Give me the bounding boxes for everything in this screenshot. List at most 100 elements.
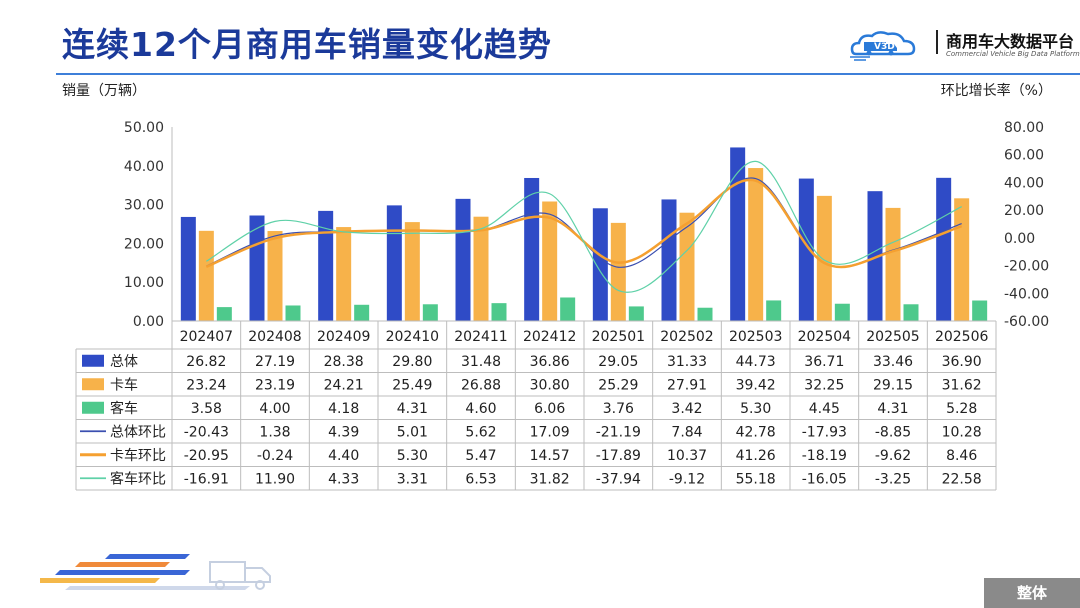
- left-axis-tick-label: 10.00: [124, 275, 164, 291]
- bar-客车-202408: [285, 305, 301, 321]
- table-cell-总体环比-202501: -21.19: [596, 424, 641, 440]
- bar-客车-202505: [903, 304, 919, 321]
- logo-mark-text: V3D: [874, 42, 895, 52]
- legend-label-总体环比: 总体环比: [110, 424, 166, 440]
- table-cell-总体-202506: 36.90: [942, 354, 982, 370]
- legend-label-客车: 客车: [110, 400, 138, 417]
- bar-总体-202410: [386, 205, 402, 321]
- table-cell-卡车环比-202506: 8.46: [946, 448, 977, 464]
- category-label-202504: 202504: [798, 329, 852, 345]
- table-cell-客车环比-202410: 3.31: [397, 471, 428, 487]
- bar-卡车-202408: [267, 231, 283, 321]
- bar-客车-202501: [628, 306, 644, 321]
- bar-卡车-202503: [748, 168, 764, 321]
- table-cell-总体-202412: 36.86: [530, 354, 570, 370]
- bar-卡车-202407: [198, 230, 214, 321]
- table-cell-总体-202503: 44.73: [736, 354, 776, 370]
- bar-客车-202506: [972, 300, 988, 321]
- table-cell-卡车环比-202503: 41.26: [736, 448, 776, 464]
- table-cell-客车环比-202407: -16.91: [184, 471, 229, 487]
- bar-总体-202504: [798, 178, 814, 321]
- right-axis-tick-label: -20.00: [1004, 259, 1049, 275]
- legend-label-总体: 总体: [110, 354, 138, 370]
- legend-label-客车环比: 客车环比: [110, 470, 166, 487]
- table-cell-总体环比-202408: 1.38: [259, 424, 290, 440]
- table-cell-总体环比-202409: 4.39: [328, 424, 359, 440]
- table-cell-卡车环比-202504: -18.19: [802, 448, 847, 464]
- table-cell-卡车-202501: 25.29: [598, 377, 638, 393]
- right-axis-tick-label: 80.00: [1004, 120, 1044, 136]
- table-cell-卡车环比-202502: 10.37: [667, 448, 707, 464]
- category-label-202408: 202408: [248, 329, 301, 345]
- table-cell-客车-202408: 4.00: [259, 401, 290, 417]
- bar-客车-202407: [216, 307, 232, 321]
- truck-cloud-logo-icon: V3D: [850, 31, 916, 61]
- bar-总体-202503: [730, 147, 746, 321]
- page-title: 连续12个月商用车销量变化趋势: [62, 25, 552, 64]
- bar-卡车-202504: [816, 195, 832, 321]
- table-cell-卡车环比-202501: -17.89: [596, 448, 641, 464]
- bar-卡车-202502: [679, 212, 695, 321]
- bar-卡车-202411: [473, 216, 489, 321]
- truck-stripes-decoration: [40, 554, 271, 590]
- table-cell-总体环比-202502: 7.84: [671, 424, 702, 440]
- table-cell-总体环比-202506: 10.28: [942, 424, 982, 440]
- legend-label-卡车: 卡车: [110, 376, 138, 393]
- right-axis-tick-label: 20.00: [1004, 203, 1044, 219]
- bar-总体-202407: [180, 216, 196, 321]
- table-cell-总体环比-202504: -17.93: [802, 424, 847, 440]
- category-label-202502: 202502: [660, 329, 713, 345]
- legend-label-卡车环比: 卡车环比: [110, 447, 166, 464]
- bar-总体-202411: [455, 198, 471, 321]
- table-cell-总体环比-202503: 42.78: [736, 424, 776, 440]
- table-cell-客车环比-202506: 22.58: [942, 471, 982, 487]
- table-cell-客车-202412: 6.06: [534, 401, 565, 417]
- table-cell-客车环比-202504: -16.05: [802, 471, 847, 487]
- table-cell-客车-202407: 3.58: [191, 401, 222, 417]
- table-cell-总体-202502: 31.33: [667, 354, 707, 370]
- right-axis-tick-label: 40.00: [1004, 175, 1044, 191]
- category-label-202411: 202411: [454, 329, 507, 345]
- table-cell-卡车-202411: 26.88: [461, 377, 501, 393]
- table-cell-卡车-202408: 23.19: [255, 377, 295, 393]
- bar-总体-202505: [867, 191, 883, 321]
- table-cell-总体-202410: 29.80: [392, 354, 432, 370]
- bar-客车-202503: [766, 300, 782, 321]
- table-cell-总体环比-202412: 17.09: [530, 424, 570, 440]
- table-cell-卡车-202505: 29.15: [873, 377, 913, 393]
- category-label-202506: 202506: [935, 329, 989, 345]
- table-cell-客车-202503: 5.30: [740, 401, 771, 417]
- bar-客车-202411: [491, 303, 507, 321]
- table-cell-卡车-202504: 32.25: [804, 377, 844, 393]
- bar-总体-202501: [592, 208, 608, 321]
- table-cell-客车环比-202503: 55.18: [736, 471, 776, 487]
- table-cell-总体-202505: 33.46: [873, 354, 913, 370]
- table-cell-总体-202407: 26.82: [186, 354, 226, 370]
- bar-客车-202504: [834, 303, 850, 321]
- bar-卡车-202412: [542, 201, 558, 321]
- table-cell-卡车环比-202409: 4.40: [328, 448, 359, 464]
- table-cell-总体环比-202505: -8.85: [875, 424, 911, 440]
- category-label-202503: 202503: [729, 329, 782, 345]
- table-cell-卡车环比-202505: -9.62: [875, 448, 911, 464]
- header-divider: [56, 73, 1080, 75]
- table-cell-客车环比-202412: 31.82: [530, 471, 570, 487]
- bar-卡车-202410: [404, 222, 420, 321]
- table-cell-客车环比-202502: -9.12: [669, 471, 705, 487]
- table-cell-总体环比-202411: 5.62: [465, 424, 496, 440]
- bar-总体-202409: [318, 210, 334, 321]
- left-axis-tick-label: 50.00: [124, 120, 164, 136]
- bar-客车-202410: [422, 304, 438, 321]
- logo-subtitle: Commercial Vehicle Big Data Platform: [946, 50, 1080, 58]
- table-cell-总体-202409: 28.38: [324, 354, 364, 370]
- left-axis-tick-label: 30.00: [124, 198, 164, 214]
- table-cell-卡车环比-202410: 5.30: [397, 448, 428, 464]
- logo-divider: [936, 30, 938, 54]
- right-axis-label: 环比增长率（%）: [940, 83, 1052, 99]
- table-cell-卡车-202410: 25.49: [392, 377, 432, 393]
- table-cell-客车-202411: 4.60: [465, 401, 496, 417]
- bar-卡车-202506: [954, 198, 970, 321]
- table-cell-总体-202411: 31.48: [461, 354, 501, 370]
- table-cell-客车-202410: 4.31: [397, 401, 428, 417]
